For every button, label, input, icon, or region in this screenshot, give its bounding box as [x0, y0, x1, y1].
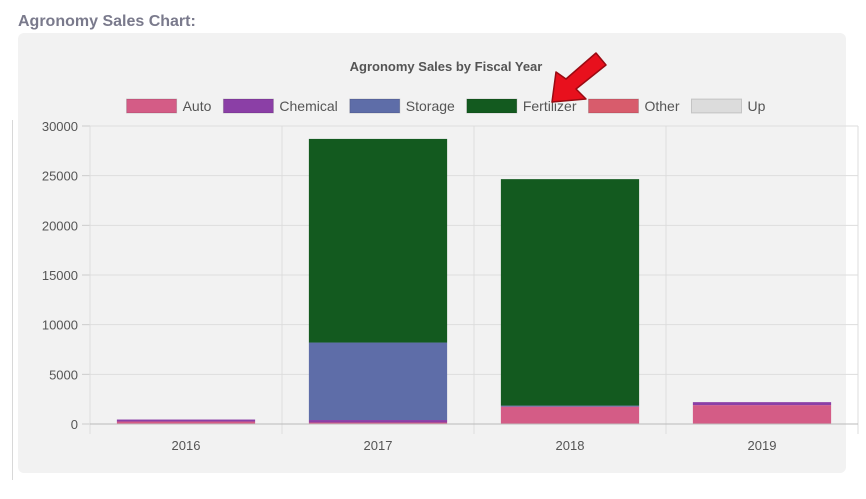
y-tick-label-15000: 15000	[42, 268, 78, 283]
y-tick-label-10000: 10000	[42, 318, 78, 333]
bar-2017-auto	[308, 422, 448, 424]
legend-swatch-storage	[349, 98, 401, 114]
bar-2017-storage	[308, 342, 448, 421]
legend-swatch-fertilizer	[466, 98, 518, 114]
x-tick-label-2017: 2017	[364, 438, 393, 453]
x-tick-label-2018: 2018	[556, 438, 585, 453]
bar-2018-auto	[500, 406, 640, 424]
bar-2019-auto	[692, 405, 832, 424]
bar-2017-fertilizer	[308, 138, 448, 343]
legend-swatch-auto	[126, 98, 178, 114]
side-ruler	[12, 120, 13, 480]
legend-label-up: Up	[748, 98, 766, 114]
bar-2016-chemical	[116, 419, 256, 422]
y-tick-label-20000: 20000	[42, 218, 78, 233]
legend-swatch-up	[691, 98, 742, 114]
chart-title: Agronomy Sales by Fiscal Year	[350, 59, 543, 74]
y-tick-label-5000: 5000	[49, 367, 78, 382]
legend-label-auto: Auto	[183, 98, 212, 114]
legend-label-other: Other	[644, 98, 679, 114]
bar-2018-storage	[500, 405, 640, 407]
legend-label-chemical: Chemical	[279, 98, 337, 114]
y-tick-label-30000: 30000	[42, 119, 78, 134]
bar-2019-chemical	[692, 402, 832, 406]
bar-2018-fertilizer	[500, 179, 640, 406]
x-tick-label-2016: 2016	[172, 438, 201, 453]
legend-label-fertilizer: Fertilizer	[523, 98, 577, 114]
section-title: Agronomy Sales Chart:	[18, 13, 196, 30]
x-tick-label-2019: 2019	[748, 438, 777, 453]
y-tick-label-25000: 25000	[42, 169, 78, 184]
legend-swatch-chemical	[222, 98, 274, 114]
annotation-arrow	[551, 52, 607, 103]
bar-2017-chemical	[308, 420, 448, 423]
legend-label-storage: Storage	[406, 98, 455, 114]
bar-2016-auto	[116, 421, 256, 424]
legend-swatch-other	[587, 98, 639, 114]
y-tick-label-0: 0	[71, 417, 78, 432]
